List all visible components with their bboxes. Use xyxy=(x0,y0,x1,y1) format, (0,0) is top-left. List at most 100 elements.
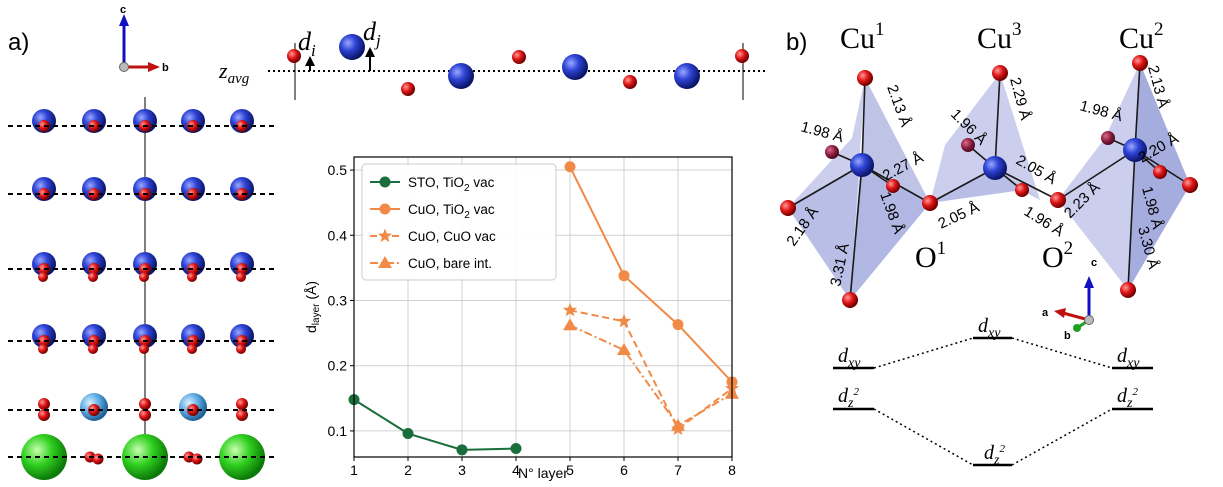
o-atom xyxy=(842,292,858,308)
data-point xyxy=(618,270,630,282)
o-atom xyxy=(92,453,104,465)
axis-b-label: b xyxy=(162,62,169,74)
dj-subscript: j xyxy=(374,31,381,50)
series-line xyxy=(569,166,733,383)
o-atom xyxy=(1153,165,1167,179)
o-atom xyxy=(236,344,246,354)
y-axis-label: dlayer (Å) xyxy=(303,281,322,333)
o-atom xyxy=(38,398,50,410)
dlayer-chart: 1 2 3 4 5 6 7 8 0.1 0.2 0.3 0.4 0.5 N° layer dlayer … xyxy=(303,156,740,481)
svg-text:zavg: zavg xyxy=(218,58,250,87)
bonds xyxy=(787,62,1191,301)
x-tick-label: 3 xyxy=(458,462,466,478)
o-atom xyxy=(139,344,149,354)
data-point xyxy=(616,313,632,328)
profile-diagram: zavg di dj xyxy=(218,17,765,100)
axis-a-label-b: a xyxy=(1042,307,1049,319)
svg-text:di: di xyxy=(298,27,316,60)
series-line xyxy=(353,398,517,451)
zavg-label: z xyxy=(218,58,228,83)
x-tick-label: 7 xyxy=(674,462,682,478)
cu2-label: Cu2 xyxy=(1119,19,1164,55)
o-atom xyxy=(857,70,873,86)
crystal-axes-b: c a b xyxy=(1042,257,1097,342)
o-atom xyxy=(1182,177,1198,193)
panel-label-a: a) xyxy=(8,29,29,56)
o-atom xyxy=(139,409,151,421)
axis-c-label-b: c xyxy=(1091,257,1097,269)
series-1 xyxy=(564,161,738,388)
data-point xyxy=(671,418,685,431)
cu1-label: Cu1 xyxy=(840,19,885,55)
x-tick-label: 1 xyxy=(350,462,358,478)
atom-site-labels: Cu1 Cu3 Cu2 O1 O2 xyxy=(840,19,1164,274)
data-point xyxy=(562,302,578,317)
o2-label: O2 xyxy=(1042,238,1073,274)
data-point xyxy=(456,444,468,456)
o-atom xyxy=(139,398,151,410)
dxy-label-right: dxy xyxy=(1117,345,1140,371)
o-atom xyxy=(236,409,248,421)
zavg-subscript: avg xyxy=(228,71,250,87)
o-atom xyxy=(780,200,796,216)
legend-label: CuO, CuO vac xyxy=(408,229,496,244)
legend-marker xyxy=(377,228,393,243)
plot-frame xyxy=(353,156,733,458)
bond-length-label: 1.96 Å xyxy=(1021,203,1067,240)
y-tick-label: 0.3 xyxy=(328,292,348,308)
dj-label: d xyxy=(363,17,377,46)
o-atom xyxy=(401,82,415,96)
y-tick-label: 0.1 xyxy=(328,423,348,439)
y-tick-label: 0.2 xyxy=(328,358,348,374)
ti-atom xyxy=(674,63,700,89)
data-point xyxy=(564,161,576,173)
series-line xyxy=(569,309,733,431)
dz2-label-right: dz2 xyxy=(1117,385,1138,411)
series-2 xyxy=(562,302,740,435)
legend-item: STO, TiO2 vac xyxy=(370,175,495,194)
o-atom xyxy=(1015,183,1029,197)
ti-atom xyxy=(448,63,474,89)
y-tick-label: 0.4 xyxy=(328,227,348,243)
layer-stack xyxy=(8,109,278,480)
data-point xyxy=(510,443,522,455)
data-point xyxy=(672,319,684,331)
legend-label: CuO, bare int. xyxy=(408,256,492,271)
x-tick-label: 6 xyxy=(620,462,628,478)
o-atom-back xyxy=(825,145,839,159)
o-atom xyxy=(88,344,98,354)
o-atom xyxy=(287,49,301,63)
o-atom xyxy=(512,50,526,64)
data-point xyxy=(563,318,577,331)
o-atom xyxy=(191,453,203,465)
di-subscript: i xyxy=(311,41,316,60)
x-tick-label: 2 xyxy=(404,462,412,478)
data-point xyxy=(402,428,414,440)
o-atom xyxy=(886,179,900,193)
o-atom xyxy=(236,398,248,410)
legend-marker xyxy=(378,256,392,268)
crystal-axes-a: c b xyxy=(119,4,169,74)
x-tick-label: 8 xyxy=(728,462,736,478)
legend-label: CuO, TiO2 vac xyxy=(408,202,495,221)
bond-length-label: 2.05 Å xyxy=(936,199,982,233)
cu3-atom xyxy=(983,156,1007,180)
atoms-b xyxy=(780,55,1198,308)
legend-box xyxy=(361,163,557,281)
o-atom xyxy=(139,272,149,282)
x-tick-label: 4 xyxy=(512,462,520,478)
o-atom xyxy=(735,49,749,63)
chart-series xyxy=(348,161,740,456)
series-line xyxy=(569,324,733,428)
o1-atom xyxy=(922,195,938,211)
o-atom xyxy=(236,272,246,282)
o-atom xyxy=(1132,55,1148,71)
o-atom xyxy=(38,409,50,421)
panel-label-b: b) xyxy=(786,29,807,56)
cu2-atom xyxy=(1123,138,1147,162)
o-atom xyxy=(992,65,1008,81)
dxy-label-left: dxy xyxy=(838,345,861,371)
o-atom-back xyxy=(1101,131,1115,145)
o2-atom xyxy=(1050,192,1066,208)
